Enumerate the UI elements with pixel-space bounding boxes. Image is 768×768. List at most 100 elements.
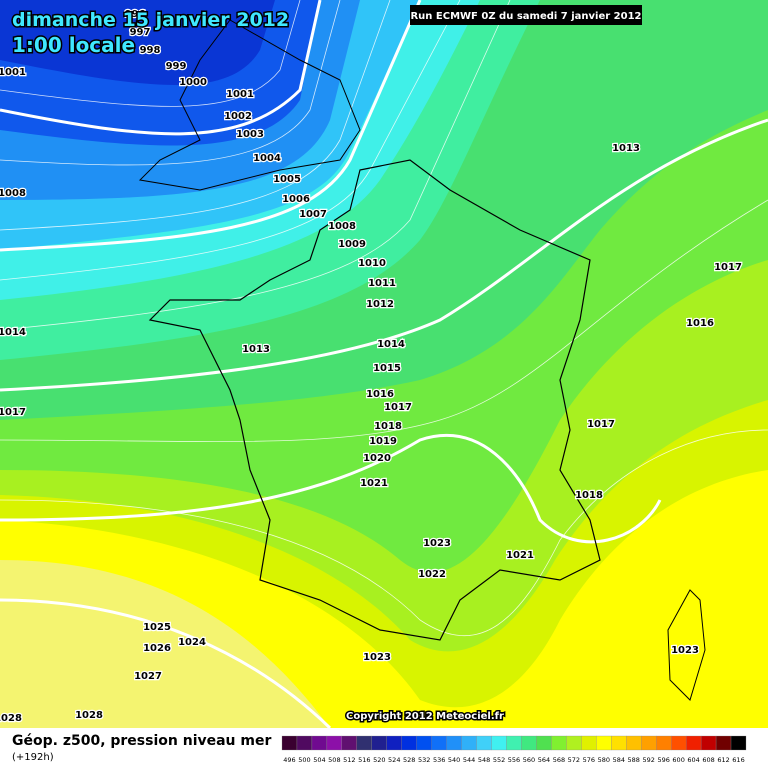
scale-label: 508 bbox=[328, 756, 340, 764]
isobar-label: 1013 bbox=[242, 344, 270, 355]
isobar-label: 1027 bbox=[134, 671, 162, 682]
isobar-label: 1010 bbox=[358, 258, 386, 269]
isobar-label: 1008 bbox=[328, 221, 356, 232]
scale-label: 604 bbox=[687, 756, 699, 764]
scale-swatch bbox=[596, 735, 612, 751]
isobar-label: 1019 bbox=[369, 436, 397, 447]
scale-label: 588 bbox=[628, 756, 640, 764]
scale-label: 504 bbox=[313, 756, 325, 764]
isobar-label: 1024 bbox=[178, 637, 206, 648]
isobar-label: 998 bbox=[140, 45, 161, 56]
isobar-label: 1025 bbox=[143, 622, 171, 633]
isobar-label: 1014 bbox=[377, 339, 405, 350]
isobar-label: 1023 bbox=[363, 652, 391, 663]
scale-label: 568 bbox=[553, 756, 565, 764]
scale-label: 500 bbox=[298, 756, 310, 764]
scale-label: 532 bbox=[418, 756, 430, 764]
run-label: Run ECMWF 0Z du samedi 7 janvier 2012 bbox=[410, 11, 641, 22]
scale-swatch bbox=[611, 735, 627, 751]
scale-label: 612 bbox=[717, 756, 729, 764]
scale-label: 548 bbox=[478, 756, 490, 764]
scale-label: 576 bbox=[583, 756, 595, 764]
run-box bbox=[410, 5, 642, 25]
isobar-label: 1023 bbox=[671, 645, 699, 656]
isolines bbox=[0, 0, 768, 637]
scale-swatch bbox=[371, 735, 387, 751]
isobar-label: 1020 bbox=[363, 453, 391, 464]
scale-swatch bbox=[685, 735, 702, 751]
scale-swatch bbox=[431, 735, 447, 751]
isobar-label: 1006 bbox=[282, 194, 310, 205]
isobar-labels: 996 997 998 999 1000 1001 1001 1002 1003 1004 1005… bbox=[0, 8, 743, 726]
isobar-label: 1017 bbox=[0, 407, 26, 418]
scale-label: 496 bbox=[283, 756, 295, 764]
scale-label: 608 bbox=[702, 756, 714, 764]
isobar-label: 1007 bbox=[299, 209, 327, 220]
isobar-label: 1017 bbox=[587, 419, 615, 430]
scale-swatch bbox=[581, 735, 597, 751]
scale-label: 580 bbox=[598, 756, 610, 764]
scale-label: 616 bbox=[732, 756, 744, 764]
scale-swatch bbox=[700, 735, 717, 751]
scale-label: 584 bbox=[613, 756, 625, 764]
scale-swatch bbox=[536, 735, 552, 751]
scale-swatch bbox=[506, 735, 522, 751]
isobar-label: 999 bbox=[166, 61, 187, 72]
map-time: 1:00 locale bbox=[12, 33, 135, 57]
scale-swatch bbox=[326, 735, 343, 751]
scale-label: 544 bbox=[463, 756, 475, 764]
scale-label: 528 bbox=[403, 756, 415, 764]
scale-label: 572 bbox=[568, 756, 580, 764]
legend-title: Géop. z500, pression niveau mer bbox=[12, 733, 271, 749]
scale-swatch bbox=[641, 735, 657, 751]
scale-swatch bbox=[341, 735, 357, 751]
isobar-label: 1012 bbox=[366, 299, 394, 310]
isobar-label: 1026 bbox=[143, 643, 171, 654]
map-background bbox=[0, 0, 768, 728]
isobar-label: 996 bbox=[125, 9, 146, 20]
scale-label: 556 bbox=[508, 756, 520, 764]
scale-label: 512 bbox=[343, 756, 355, 764]
isobar-label: 1000 bbox=[179, 77, 207, 88]
scale-label: 600 bbox=[672, 756, 684, 764]
scale-swatch bbox=[416, 735, 432, 751]
isobar-label: 1005 bbox=[273, 174, 301, 185]
scale-swatch bbox=[446, 735, 462, 751]
isobar-label: 1002 bbox=[224, 111, 252, 122]
isobar-label: 1016 bbox=[686, 318, 714, 329]
scale-label: 592 bbox=[642, 756, 654, 764]
isobar-label: 1008 bbox=[0, 188, 26, 199]
scale-label: 596 bbox=[657, 756, 669, 764]
france-outline bbox=[148, 159, 601, 641]
scale-swatch bbox=[296, 735, 313, 751]
isobar-label: 1011 bbox=[368, 278, 396, 289]
scale-label: 560 bbox=[523, 756, 535, 764]
england-outline bbox=[138, 19, 361, 191]
isobar-label: 1017 bbox=[384, 402, 412, 413]
scale-swatch bbox=[401, 735, 417, 751]
isobar-label: 1028 bbox=[75, 710, 103, 721]
scale-label: 536 bbox=[433, 756, 445, 764]
isobar-label: 1016 bbox=[366, 389, 394, 400]
scale-swatch bbox=[566, 735, 582, 751]
isobar-label: 1022 bbox=[418, 569, 446, 580]
corsica-outline bbox=[667, 589, 706, 701]
scale-label: 552 bbox=[493, 756, 505, 764]
scale-swatch bbox=[476, 735, 492, 751]
scale-swatch bbox=[281, 735, 298, 751]
isobar-label: 1017 bbox=[714, 262, 742, 273]
scale-label: 564 bbox=[538, 756, 550, 764]
scale-label: 540 bbox=[448, 756, 460, 764]
isobar-label: 1015 bbox=[373, 363, 401, 374]
scale-swatch bbox=[730, 735, 747, 751]
scale-swatch bbox=[626, 735, 642, 751]
isobar-label: 1014 bbox=[0, 327, 26, 338]
scale-swatch bbox=[311, 735, 328, 751]
scale-swatch bbox=[491, 735, 507, 751]
scale-swatch bbox=[461, 735, 477, 751]
isobar-label: 1021 bbox=[506, 550, 534, 561]
scale-label: 524 bbox=[388, 756, 400, 764]
isobar-label: 997 bbox=[130, 27, 151, 38]
scale-swatch bbox=[356, 735, 372, 751]
